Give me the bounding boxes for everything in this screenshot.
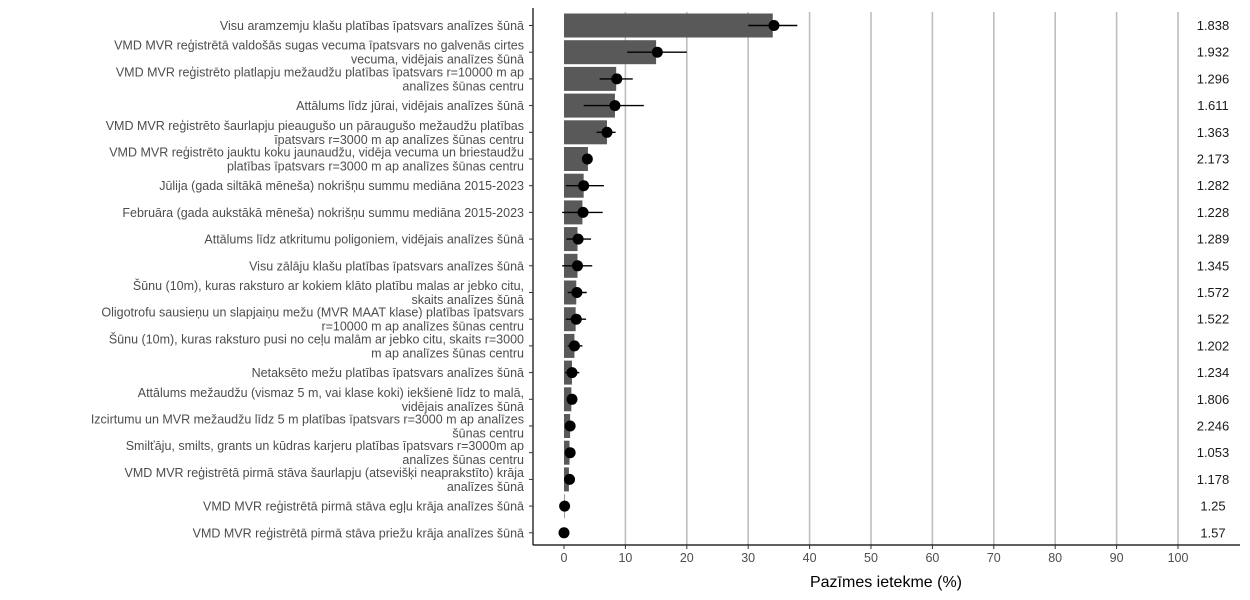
x-tick-label: 10 (618, 551, 632, 565)
value-label: 1.25 (1200, 499, 1225, 514)
value-label: 1.234 (1197, 365, 1230, 380)
category-label: Netaksēto mežu platības īpatsvars analīz… (252, 366, 524, 380)
point (651, 46, 663, 58)
point (571, 287, 583, 298)
value-label: 1.289 (1197, 232, 1230, 247)
points (558, 20, 780, 539)
category-label: vecuma, vidējais analīzes šūnā (351, 53, 524, 67)
category-label: platības īpatsvars r=3000 m ap analīzes … (227, 160, 524, 174)
category-label: īpatsvars r=3000 m ap analīzes šūnas cen… (274, 133, 524, 147)
category-label: VMD MVR reģistrēto platlapju mežaudžu pl… (116, 65, 524, 79)
point (581, 153, 593, 165)
x-tick-label: 40 (803, 551, 817, 565)
bar (564, 13, 773, 38)
value-label: 1.178 (1197, 472, 1230, 487)
value-label: 1.228 (1197, 205, 1230, 220)
category-label: Smilťāju, smilts, grants un kūdras karje… (126, 439, 524, 453)
category-label: Visu zālāju klašu platības īpatsvars ana… (249, 259, 524, 273)
x-axis-title: Pazīmes ietekme (%) (810, 574, 962, 591)
category-label: analīzes šūnas centru (402, 79, 524, 93)
point (572, 260, 584, 272)
category-label: šūnas centru (452, 427, 524, 441)
category-label: analīzes šūnā (447, 480, 524, 494)
category-label: Šūnu (10m), kuras raksturo pusi no ceļu … (109, 331, 524, 346)
point (566, 367, 578, 379)
category-label: vidējais analīzes šūnā (402, 400, 524, 414)
grid-lines (624, 12, 1179, 545)
x-tick-label: 20 (680, 551, 694, 565)
point (578, 180, 590, 192)
bar (564, 147, 588, 171)
value-label: 1.202 (1197, 338, 1230, 353)
x-tick-label: 80 (1048, 551, 1062, 565)
value-label: 1.282 (1197, 178, 1230, 193)
point (609, 100, 621, 112)
point (559, 500, 571, 512)
category-label: Šūnu (10m), kuras raksturo ar kokiem klā… (133, 278, 524, 293)
value-label: 1.611 (1197, 98, 1229, 113)
category-labels: Visu aramzemju klašu platības īpatsvars … (91, 19, 524, 540)
point (568, 340, 580, 352)
point (570, 313, 582, 325)
category-label: VMD MVR reģistrētā pirmā stāva egļu krāj… (203, 500, 524, 514)
point (768, 20, 780, 31)
category-label: r=10000 m ap analīzes šūnas centru (321, 320, 524, 334)
category-label: Visu aramzemju klašu platības īpatsvars … (220, 19, 524, 33)
x-tick-label: 90 (1110, 551, 1124, 565)
x-axis: 0 10 20 30 40 50 60 70 80 90 100 (529, 8, 1240, 565)
category-label: analīzes šūnas centru (402, 453, 524, 467)
value-label: 1.053 (1197, 445, 1230, 460)
value-label: 2.246 (1197, 419, 1230, 434)
category-label: VMD MVR reģistrētā valdošās sugas vecuma… (114, 39, 524, 53)
x-tick-label: 30 (741, 551, 755, 565)
point (566, 393, 578, 405)
category-label: Attālums mežaudžu (vismaz 5 m, vai klase… (138, 386, 524, 400)
value-label: 1.57 (1200, 525, 1225, 540)
x-tick-label: 70 (987, 551, 1001, 565)
category-label: Izcirtumu un MVR mežaudžu līdz 5 m platī… (91, 413, 524, 427)
category-label: Attālums līdz jūrai, vidējais analīzes š… (296, 99, 524, 113)
category-label: VMD MVR reģistrētā pirmā stāva priežu kr… (193, 526, 524, 540)
category-label: VMD MVR reģistrēto jauktu koku jaunaudžu… (109, 146, 524, 160)
point (572, 233, 584, 245)
category-label: Jūlija (gada siltākā mēneša) nokrišņu su… (159, 179, 524, 193)
point (601, 126, 613, 138)
value-label: 1.363 (1197, 125, 1230, 140)
point (611, 73, 623, 85)
value-label: 1.345 (1197, 258, 1230, 273)
category-label: Oligotrofu sausieņu un slapjaiņu mežu (M… (101, 306, 524, 320)
value-label: 1.522 (1197, 312, 1230, 327)
category-label: Attālums līdz atkritumu poligoniem, vidē… (204, 233, 524, 247)
category-label: skaits analīzes šūnā (411, 293, 524, 307)
value-label: 2.173 (1197, 152, 1230, 167)
x-tick-label: 0 (561, 551, 568, 565)
value-label: 1.932 (1197, 45, 1230, 60)
point (564, 420, 576, 432)
bar (564, 40, 657, 65)
x-tick-label: 100 (1168, 551, 1189, 565)
category-label: VMD MVR reģistrētā pirmā stāva šaurlapju… (125, 466, 524, 480)
category-label: m ap analīzes šūnas centru (371, 346, 524, 360)
point (564, 447, 576, 459)
x-tick-label: 60 (925, 551, 939, 565)
point (577, 206, 589, 218)
value-label: 1.296 (1197, 71, 1230, 86)
category-label: Februāra (gada aukstākā mēneša) nokrišņu… (122, 206, 524, 220)
value-label: 1.572 (1197, 285, 1230, 300)
value-label: 1.806 (1197, 392, 1230, 407)
category-label: VMD MVR reģistrēto šaurlapju pieaugušo u… (106, 119, 524, 133)
value-label: 1.838 (1197, 18, 1230, 33)
point (564, 473, 576, 485)
x-tick-label: 50 (864, 551, 878, 565)
right-values: 1.838 1.932 1.296 1.611 1.363 2.173 1.282 1.228… (1197, 18, 1230, 540)
point (558, 527, 570, 539)
